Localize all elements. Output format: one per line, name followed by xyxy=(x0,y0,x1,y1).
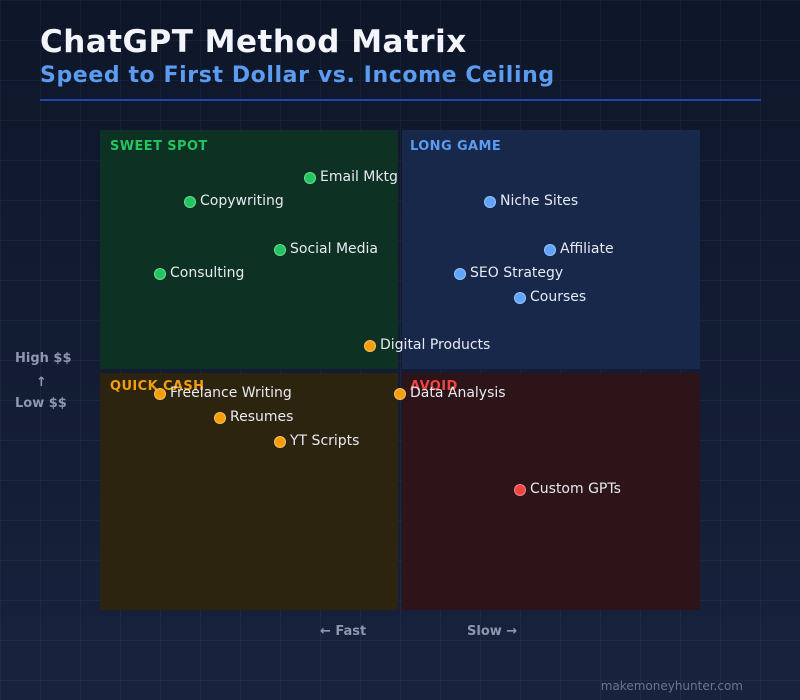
scatter-point xyxy=(184,196,196,208)
scatter-point xyxy=(364,340,376,352)
x-axis-fast-label: ← Fast xyxy=(320,624,367,639)
x-axis-slow-label: Slow → xyxy=(467,624,518,639)
scatter-point xyxy=(544,244,556,256)
scatter-point-label: SEO Strategy xyxy=(470,265,564,281)
y-axis-arrow-icon: ↑ xyxy=(36,375,47,390)
scatter-point-label: Custom GPTs xyxy=(530,481,621,497)
scatter-point-label: Affiliate xyxy=(560,241,614,257)
scatter-point xyxy=(154,388,166,400)
scatter-point-label: Niche Sites xyxy=(500,193,579,209)
scatter-point xyxy=(454,268,466,280)
scatter-point xyxy=(484,196,496,208)
scatter-point xyxy=(304,172,316,184)
scatter-point-label: Data Analysis xyxy=(410,385,506,401)
site-credit: makemoneyhunter.com xyxy=(600,679,743,693)
quadrant-sweet-spot xyxy=(100,130,398,369)
quadrant-label-long-game: LONG GAME xyxy=(410,139,502,154)
scatter-point-label: Copywriting xyxy=(200,193,284,209)
scatter-point-label: Digital Products xyxy=(380,337,491,353)
scatter-point-label: Social Media xyxy=(290,241,379,257)
quadrant-label-quick-cash: QUICK CASH xyxy=(110,379,205,394)
scatter-point xyxy=(214,412,226,424)
y-axis-low-label: Low $$ xyxy=(15,396,67,411)
quadrant-quick-cash xyxy=(100,373,398,610)
scatter-point-label: Consulting xyxy=(170,265,245,281)
quadrant-label-sweet-spot: SWEET SPOT xyxy=(110,139,208,154)
scatter-point xyxy=(154,268,166,280)
scatter-point-label: Courses xyxy=(530,289,587,305)
scatter-point-label: Resumes xyxy=(230,409,294,425)
scatter-point xyxy=(514,292,526,304)
chart-title: ChatGPT Method Matrix xyxy=(40,24,467,60)
scatter-point xyxy=(274,244,286,256)
y-axis-high-label: High $$ xyxy=(15,351,72,366)
scatter-point-label: Freelance Writing xyxy=(170,385,292,401)
scatter-point xyxy=(274,436,286,448)
quadrant-avoid xyxy=(402,373,700,610)
quadrant-label-avoid: AVOID xyxy=(410,379,458,394)
title-divider xyxy=(40,99,761,101)
scatter-point xyxy=(394,388,406,400)
scatter-point-label: Email Mktg xyxy=(320,169,398,185)
chart-subtitle: Speed to First Dollar vs. Income Ceiling xyxy=(40,63,555,88)
scatter-point xyxy=(514,484,526,496)
scatter-point-label: YT Scripts xyxy=(290,433,360,449)
